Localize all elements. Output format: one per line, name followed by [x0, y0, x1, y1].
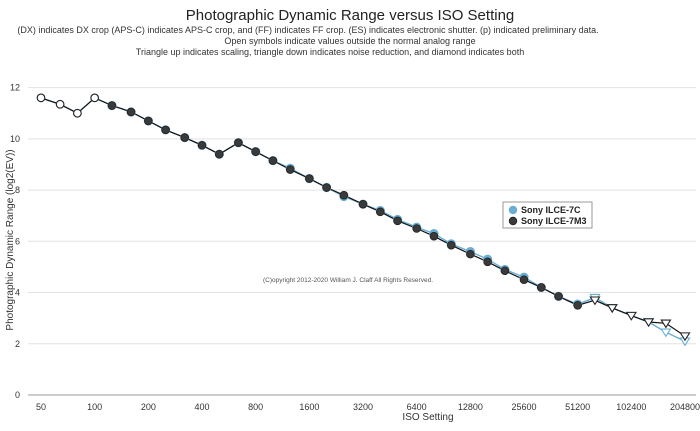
x-axis-label: ISO Setting	[402, 412, 453, 423]
marker-s1-30	[573, 301, 582, 310]
legend-box	[502, 201, 593, 229]
chart-title: Photographic Dynamic Range versus ISO Se…	[186, 7, 515, 24]
marker-s1-6	[144, 116, 153, 126]
marker-s1-9	[197, 140, 207, 150]
x-tick-label-0: 50	[36, 402, 46, 412]
marker-s1-27	[519, 275, 529, 285]
marker-s1-28	[536, 283, 546, 292]
marker-s1-11	[234, 138, 243, 147]
marker-s1-36	[679, 332, 691, 342]
marker-s1-5	[126, 107, 136, 117]
y-tick-label-3: 6	[15, 236, 20, 246]
marker-s1-12	[251, 147, 260, 156]
legend-label-1: Sony ILCE-7M3	[521, 216, 587, 226]
y-axis-label: Photographic Dynamic Range (log2(EV))	[5, 149, 16, 330]
marker-s1-24	[466, 249, 475, 259]
marker-s1-2	[73, 108, 82, 118]
chart-subtitle-1: (DX) indicates DX crop (APS-C) indicates…	[17, 25, 598, 35]
marker-s1-7	[161, 125, 170, 135]
y-tick-label-6: 12	[10, 83, 20, 93]
series-layer	[36, 93, 691, 347]
x-tick-labels: 50 100 200 400 800 1600 3200 6400 12800 25600 5120…	[36, 402, 700, 412]
x-tick-label-9: 25600	[511, 402, 536, 412]
marker-s1-3	[90, 93, 100, 103]
legend-swatch-1	[508, 216, 518, 226]
chart-subtitle-3: Triangle up indicates scaling, triangle …	[136, 47, 524, 57]
marker-s1-15	[305, 174, 314, 183]
x-tick-label-3: 400	[194, 402, 209, 412]
marker-s1-29	[554, 292, 563, 301]
x-tick-label-11: 102400	[616, 402, 646, 412]
x-tick-label-5: 1600	[299, 402, 319, 412]
marker-s1-13	[268, 156, 278, 165]
gridlines	[28, 87, 696, 396]
x-tick-label-1: 100	[87, 402, 102, 412]
y-tick-label-5: 10	[10, 134, 20, 144]
y-tick-label-4: 8	[15, 185, 20, 195]
marker-s1-0	[36, 93, 46, 103]
x-tick-label-4: 800	[248, 402, 263, 412]
legend-label-0: Sony ILCE-7C	[521, 205, 581, 215]
x-tick-label-8: 12800	[458, 402, 483, 412]
marker-s1-22	[429, 231, 439, 241]
y-tick-label-0: 0	[15, 390, 20, 400]
marker-s1-19	[375, 207, 385, 217]
x-tick-label-2: 200	[141, 402, 156, 412]
marker-s1-16	[322, 183, 331, 192]
y-tick-label-2: 4	[15, 288, 20, 298]
marker-s1-10	[214, 149, 224, 159]
marker-s1-32	[606, 304, 618, 314]
marker-s1-34	[643, 318, 655, 328]
x-tick-label-10: 51200	[565, 402, 590, 412]
marker-s1-20	[393, 216, 402, 226]
marker-s1-1	[55, 99, 65, 109]
marker-s1-4	[107, 101, 117, 110]
y-tick-labels: 0 2 4 6 8 10 12	[10, 83, 20, 400]
chart-subtitle-2: Open symbols indicate values outside the…	[224, 36, 475, 46]
marker-s1-18	[358, 199, 368, 209]
marker-s1-17	[339, 190, 349, 200]
marker-s1-35	[660, 319, 672, 329]
copyright-text: (C)opyright 2012-2020 William J. Claff A…	[263, 277, 433, 284]
marker-s1-31	[589, 296, 601, 306]
marker-s1-14	[285, 165, 295, 174]
marker-s1-33	[625, 311, 637, 321]
marker-s1-26	[500, 266, 510, 276]
x-tick-label-6: 3200	[353, 402, 373, 412]
y-tick-label-1: 2	[15, 339, 20, 349]
marker-s1-25	[483, 257, 492, 267]
x-tick-label-7: 6400	[407, 402, 427, 412]
marker-s1-21	[412, 224, 421, 233]
x-tick-label-12: 204800	[670, 402, 700, 412]
marker-s1-23	[446, 240, 456, 250]
marker-s0-35	[660, 328, 672, 338]
marker-s1-8	[180, 133, 190, 142]
legend-swatch-0	[508, 205, 518, 215]
